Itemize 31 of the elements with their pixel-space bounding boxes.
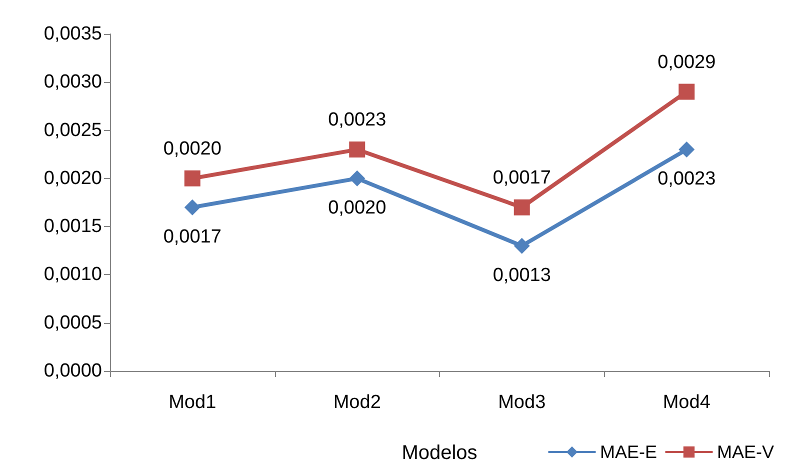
y-tick-label: 0,0015 [44,216,102,238]
x-tick-label: Mod4 [662,392,711,413]
data-label: 0,0029 [658,52,716,73]
point [678,142,695,158]
point [349,142,366,158]
point [184,199,200,216]
point [678,84,695,100]
data-label: 0,0023 [328,110,386,131]
y-tick-label: 0,0020 [44,168,102,189]
data-label: 0,0023 [658,168,716,190]
data-label: 0,0017 [492,167,551,188]
point [184,170,200,186]
data-label: 0,0020 [328,197,386,218]
legend-label: MAE-E [600,442,658,462]
y-tick-label: 0,0030 [44,72,102,93]
point [514,238,530,254]
x-tick-label: Mod1 [168,392,216,413]
data-label: 0,0013 [492,264,551,286]
legend-label: MAE-V [716,442,774,462]
data-label: 0,0020 [163,138,222,160]
x-tick-label: Mod2 [333,392,381,413]
y-tick-label: 0,0035 [44,24,102,44]
point [349,170,366,186]
data-label: 0,0017 [163,226,222,248]
y-tick-label: 0,0025 [44,120,102,141]
x-axis-title: Modelos [402,442,478,464]
y-tick-label: 0,0000 [44,360,102,382]
point [514,199,530,216]
y-tick-label: 0,0010 [44,264,102,286]
y-tick-label: 0,0005 [44,312,102,334]
x-tick-label: Mod3 [498,392,546,413]
